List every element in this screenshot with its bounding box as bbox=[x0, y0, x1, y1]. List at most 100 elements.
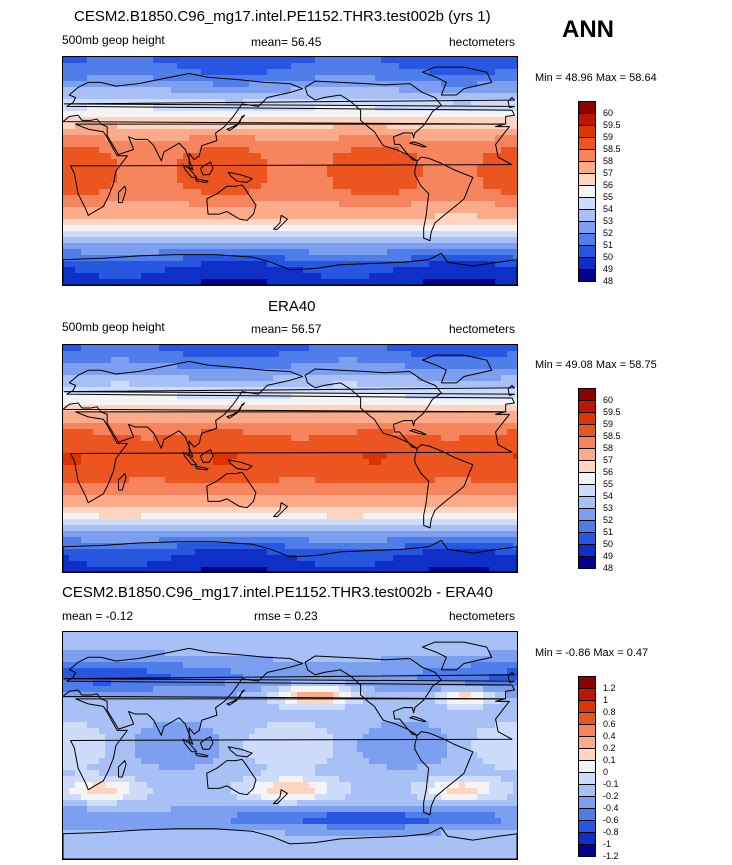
map-cell bbox=[147, 399, 154, 406]
map-cell bbox=[183, 441, 190, 448]
map-cell bbox=[327, 141, 334, 148]
map-cell bbox=[165, 201, 172, 208]
map-cell bbox=[381, 459, 388, 466]
map-cell bbox=[255, 435, 262, 442]
map-cell bbox=[231, 207, 238, 214]
map-cell bbox=[357, 105, 364, 112]
map-cell bbox=[381, 135, 388, 142]
map-cell bbox=[231, 201, 238, 208]
map-cell bbox=[105, 147, 112, 154]
map-cell bbox=[363, 147, 370, 154]
map-cell bbox=[123, 255, 130, 262]
map-cell bbox=[501, 69, 508, 76]
map-cell bbox=[351, 345, 358, 352]
map-cell bbox=[381, 261, 388, 268]
map-cell bbox=[315, 435, 322, 442]
map-cell bbox=[351, 57, 358, 64]
map-cell bbox=[195, 345, 202, 352]
map-cell bbox=[459, 177, 466, 184]
map-cell bbox=[273, 117, 280, 124]
map-cell bbox=[111, 471, 118, 478]
map-cell bbox=[435, 213, 442, 220]
map-cell bbox=[453, 111, 460, 118]
map-cell bbox=[483, 81, 490, 88]
map-cell bbox=[309, 147, 316, 154]
map-cell bbox=[261, 345, 268, 352]
map-cell bbox=[465, 129, 472, 136]
map-cell bbox=[375, 243, 382, 250]
map-cell bbox=[363, 111, 370, 118]
map-cell bbox=[123, 237, 130, 244]
map-cell bbox=[309, 435, 316, 442]
map-cell bbox=[513, 243, 517, 250]
map-cell bbox=[111, 93, 118, 100]
map-cell bbox=[93, 477, 100, 484]
map-cell bbox=[435, 225, 442, 232]
map-cell bbox=[387, 441, 394, 448]
map-cell bbox=[393, 159, 400, 166]
map-cell bbox=[207, 225, 214, 232]
map-cell bbox=[423, 429, 430, 436]
map-cell bbox=[63, 129, 70, 136]
map-cell bbox=[261, 117, 268, 124]
map-cell bbox=[123, 117, 130, 124]
map-cell bbox=[369, 75, 376, 82]
map-cell bbox=[507, 105, 514, 112]
map-cell bbox=[279, 111, 286, 118]
map-cell bbox=[117, 447, 124, 454]
map-cell bbox=[513, 219, 517, 226]
map-cell bbox=[357, 435, 364, 442]
map-cell bbox=[321, 231, 328, 238]
map-cell bbox=[171, 141, 178, 148]
map-cell bbox=[177, 279, 184, 285]
map-cell bbox=[477, 129, 484, 136]
map-cell bbox=[309, 345, 316, 352]
map-cell bbox=[477, 213, 484, 220]
map-cell bbox=[471, 435, 478, 442]
map-cell bbox=[261, 363, 268, 370]
map-cell bbox=[249, 111, 256, 118]
map-cell bbox=[267, 171, 274, 178]
map-cell bbox=[381, 435, 388, 442]
map-cell bbox=[141, 279, 148, 285]
map-cell bbox=[279, 129, 286, 136]
map-cell bbox=[177, 207, 184, 214]
map-cell bbox=[201, 81, 208, 88]
map-cell bbox=[357, 165, 364, 172]
map-cell bbox=[111, 189, 118, 196]
map-cell bbox=[99, 363, 106, 370]
map-cell bbox=[315, 147, 322, 154]
map-cell bbox=[153, 399, 160, 406]
map-cell bbox=[243, 63, 250, 70]
map-cell bbox=[339, 453, 346, 460]
map-cell bbox=[225, 447, 232, 454]
map-cell bbox=[393, 363, 400, 370]
map-cell bbox=[177, 189, 184, 196]
map-cell bbox=[309, 201, 316, 208]
map-cell bbox=[153, 135, 160, 142]
map-cell bbox=[165, 231, 172, 238]
map-cell bbox=[237, 381, 244, 388]
map-cell bbox=[111, 207, 118, 214]
map-cell bbox=[201, 69, 208, 76]
map-cell bbox=[351, 75, 358, 82]
map-cell bbox=[177, 171, 184, 178]
map-cell bbox=[219, 213, 226, 220]
map-cell bbox=[213, 447, 220, 454]
map-cell bbox=[171, 57, 178, 64]
map-cell bbox=[249, 477, 256, 484]
map-cell bbox=[147, 429, 154, 436]
map-cell bbox=[279, 477, 286, 484]
map-cell bbox=[255, 447, 262, 454]
map-cell bbox=[315, 495, 322, 502]
map-cell bbox=[291, 69, 298, 76]
map-cell bbox=[357, 81, 364, 88]
map-cell bbox=[351, 267, 358, 274]
map-cell bbox=[183, 453, 190, 460]
map-cell bbox=[411, 171, 418, 178]
map-cell bbox=[375, 195, 382, 202]
map-cell bbox=[243, 267, 250, 274]
map-cell bbox=[489, 273, 496, 280]
map-cell bbox=[441, 129, 448, 136]
map-cell bbox=[321, 501, 328, 508]
